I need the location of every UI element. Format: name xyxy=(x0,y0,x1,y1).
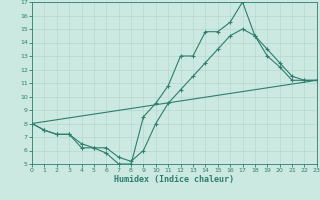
X-axis label: Humidex (Indice chaleur): Humidex (Indice chaleur) xyxy=(115,175,234,184)
